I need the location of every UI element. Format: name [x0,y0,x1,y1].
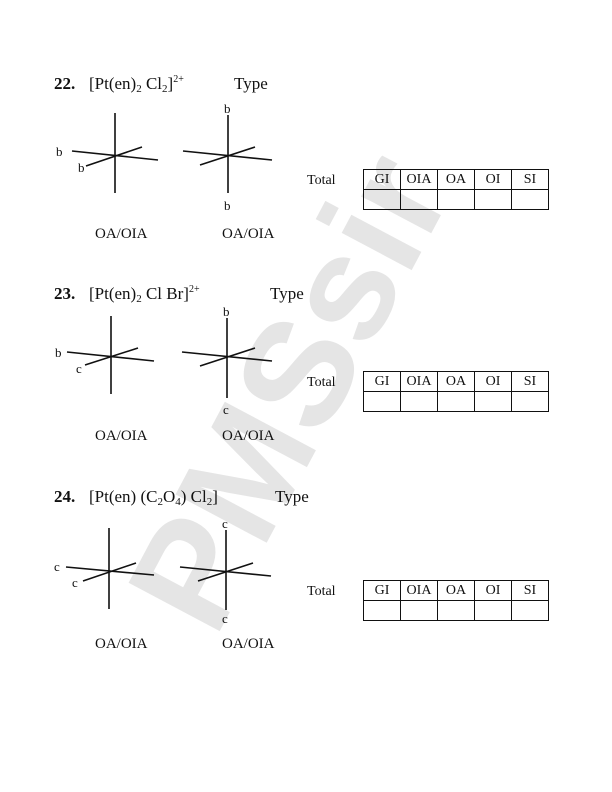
ligand-label: c [54,559,60,574]
axis-depth-left [82,562,137,582]
complex-formula: [Pt(en)2 Cl2]2+ [89,74,184,95]
ligand-label: c [222,516,228,531]
header-oia: OIA [400,580,438,601]
ligand-label: b [78,160,85,175]
ligand-label: c [223,402,229,417]
answer-cell[interactable] [363,600,401,621]
axis-depth-right [199,146,256,166]
isomer-count-table: GI OIA OA OI SI [363,169,549,210]
ligand-label: c [222,611,228,626]
isomer-count-table: GI OIA OA OI SI [363,580,549,621]
ligand-label: b [56,144,63,159]
total-label: Total [307,173,336,188]
answer-cell[interactable] [511,391,549,412]
header-oia: OIA [400,371,438,392]
axis-depth-left [85,146,143,167]
total-label: Total [307,584,336,599]
table-answer-row [363,600,549,621]
question-number: 23. [54,284,76,303]
oa-oia-label-left: OA/OIA [95,226,148,242]
axis-depth-left [84,347,139,366]
ligand-label: b [224,198,231,213]
ligand-label: c [72,575,78,590]
type-label: Type [270,284,304,303]
axis-depth-right [199,347,256,367]
table-header-row: GI OIA OA OI SI [363,371,549,392]
ligand-label: c [76,361,82,376]
answer-cell[interactable] [400,600,438,621]
table-header-row: GI OIA OA OI SI [363,580,549,601]
total-label: Total [307,375,336,390]
ligand-label: b [55,345,62,360]
ligand-label: b [223,304,230,319]
isomer-count-table: GI OIA OA OI SI [363,371,549,412]
header-oa: OA [437,580,475,601]
question-number: 22. [54,74,76,93]
question-number: 24. [54,487,76,506]
axis-depth-right [197,562,254,582]
answer-cell[interactable] [511,189,549,210]
answer-cell[interactable] [474,600,512,621]
header-oa: OA [437,371,475,392]
oa-oia-label-left: OA/OIA [95,428,148,444]
oa-oia-label-right: OA/OIA [222,636,275,652]
answer-cell[interactable] [437,600,475,621]
complex-formula: [Pt(en)2 Cl Br]2+ [89,284,200,305]
ligand-label: b [224,101,231,116]
table-answer-row [363,391,549,412]
oa-oia-label-left: OA/OIA [95,636,148,652]
header-si: SI [511,371,549,392]
oa-oia-label-right: OA/OIA [222,226,275,242]
header-gi: GI [363,580,401,601]
header-si: SI [511,580,549,601]
table-answer-row [363,189,549,210]
oa-oia-label-right: OA/OIA [222,428,275,444]
type-label: Type [275,487,309,506]
answer-cell[interactable] [511,600,549,621]
type-label: Type [234,74,268,93]
header-oi: OI [474,580,512,601]
complex-formula: [Pt(en) (C2O4) Cl2] [89,487,218,508]
